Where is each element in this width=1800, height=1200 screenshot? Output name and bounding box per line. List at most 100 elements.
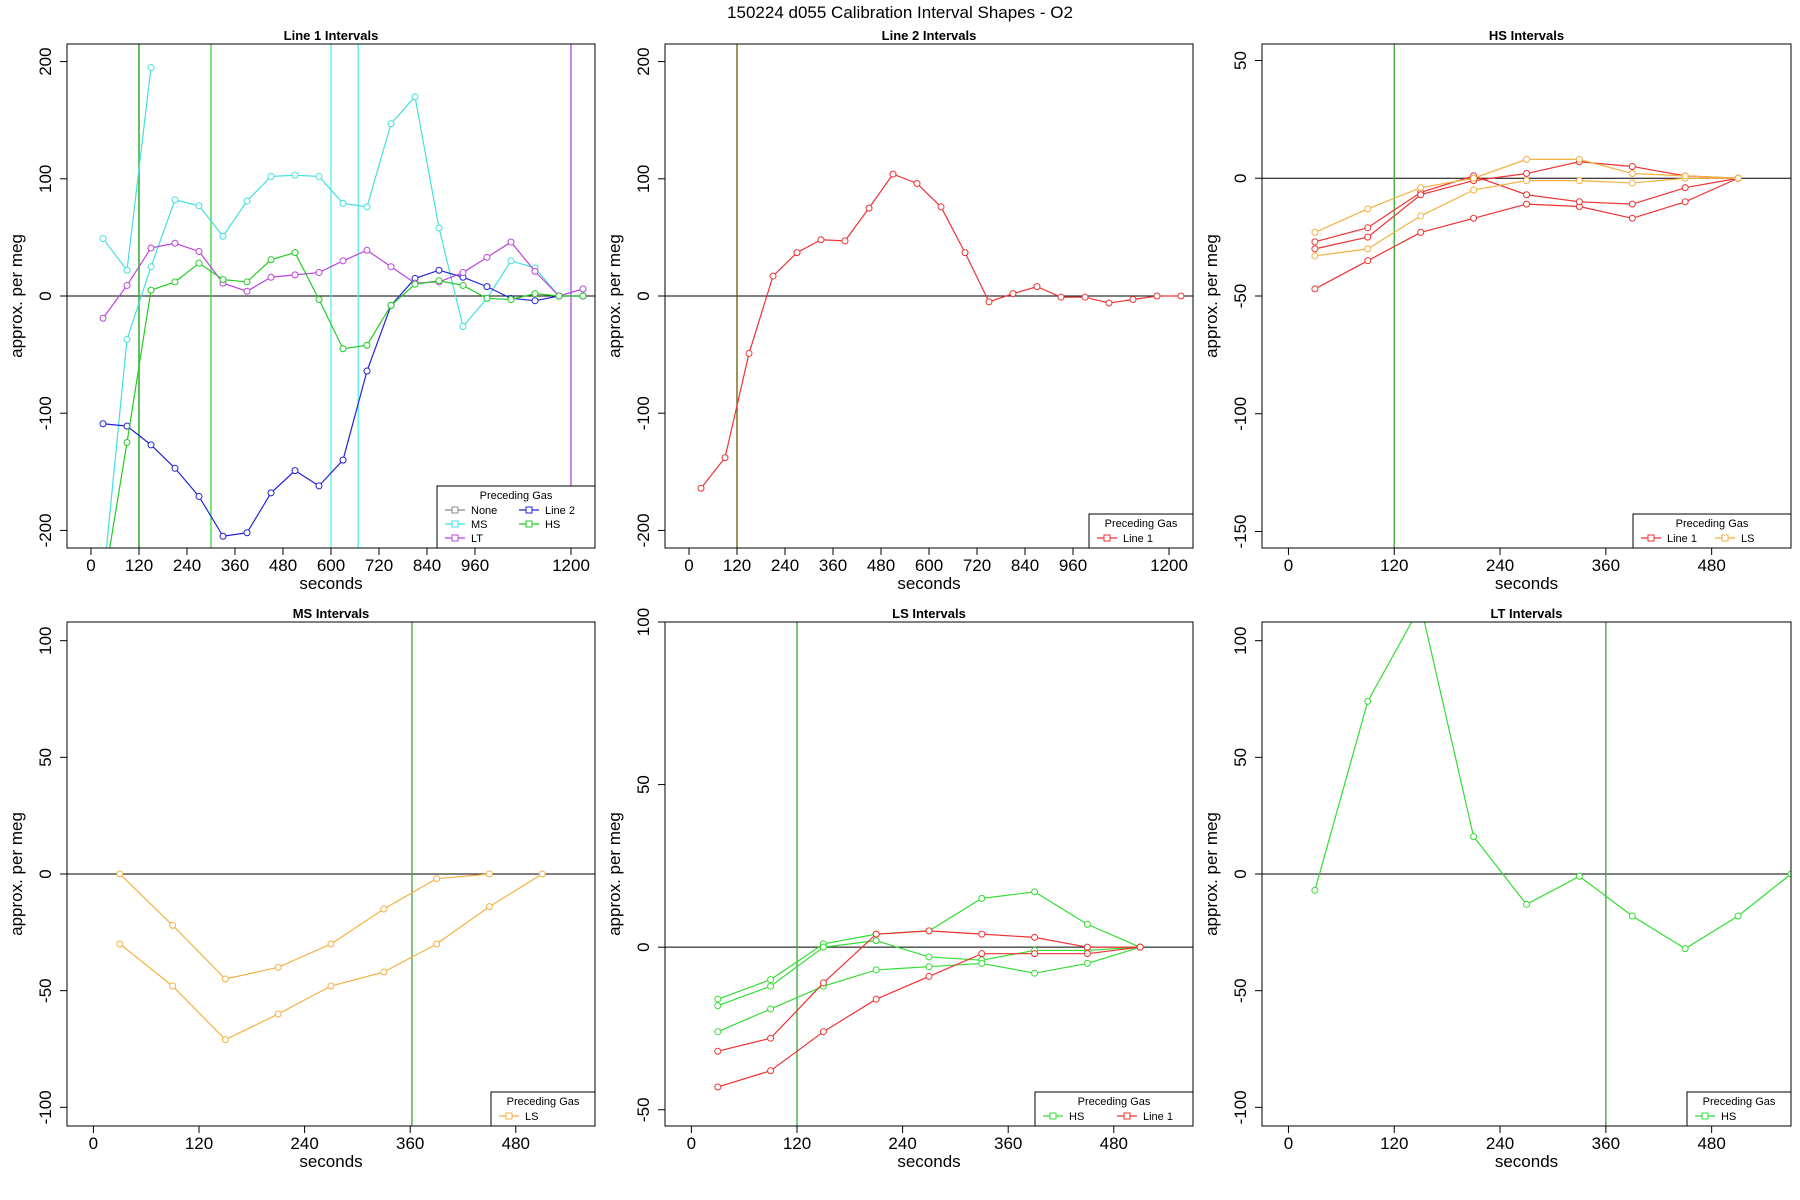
plot-area: [67, 44, 595, 592]
plot-frame: [1261, 621, 1792, 1127]
y-axis-label: approx. per meg: [605, 234, 624, 358]
x-axis-label: seconds: [299, 574, 362, 593]
data-point: [872, 937, 880, 945]
data-point: [1523, 177, 1530, 185]
data-point: [1523, 155, 1530, 163]
chart-panel-6: LT Intervals 0 120 240 360 480 -100 -50 0 50 100 se…: [1202, 606, 1792, 1171]
data-point: [1628, 214, 1636, 222]
data-point: [291, 171, 299, 179]
legend-label: Line 1: [1143, 1111, 1173, 1123]
plot-area: [67, 622, 595, 1126]
data-point: [1681, 184, 1689, 192]
data-point: [267, 273, 275, 281]
data-point: [116, 870, 124, 878]
x-tick-label: 480: [269, 556, 297, 575]
x-axis-label: seconds: [897, 574, 960, 593]
panel-title: Line 1 Intervals: [284, 28, 379, 43]
data-point: [100, 586, 106, 592]
x-tick-label: 720: [963, 556, 991, 575]
data-point: [1787, 870, 1791, 878]
legend-swatch-marker: [451, 520, 459, 528]
y-tick-label: -200: [634, 513, 653, 547]
y-tick-label: -100: [1231, 397, 1250, 431]
data-point: [1628, 912, 1636, 920]
y-tick-label: 50: [1231, 748, 1250, 767]
data-point: [507, 238, 515, 246]
x-tick-label: 0: [687, 1134, 696, 1153]
y-tick-label: -200: [36, 513, 55, 547]
data-point: [339, 345, 347, 353]
chart-panel-3: HS Intervals 0 120 240 360 480 -150 -100 -50 0 50 s…: [1202, 28, 1792, 593]
x-tick-label: 960: [1059, 556, 1087, 575]
data-point: [579, 292, 587, 300]
data-point: [433, 875, 441, 883]
legend-title: Preceding Gas: [507, 1096, 580, 1108]
data-point: [267, 489, 275, 497]
data-point: [195, 259, 203, 267]
series-line-ls: [119, 873, 490, 980]
data-point: [219, 276, 227, 284]
panel-title: MS Intervals: [293, 606, 370, 621]
y-axis-label: approx. per meg: [605, 812, 624, 936]
series-line-line-1: [700, 173, 1181, 489]
y-axis-label: approx. per meg: [1202, 812, 1221, 936]
data-point: [1364, 233, 1372, 241]
data-point: [925, 953, 933, 961]
x-tick-label: 240: [1486, 556, 1514, 575]
y-tick-label: 100: [36, 626, 55, 654]
data-point: [221, 975, 229, 983]
data-point: [579, 285, 587, 293]
data-point: [985, 298, 993, 306]
legend: Preceding Gas None Line 2 MS HS LT: [436, 485, 596, 549]
data-point: [1311, 886, 1319, 894]
data-point: [100, 580, 106, 586]
y-tick-label: 100: [634, 165, 653, 193]
data-point: [147, 63, 155, 71]
x-axis-label: seconds: [1495, 1152, 1558, 1171]
x-tick-label: 0: [86, 556, 95, 575]
legend-title: Preceding Gas: [480, 490, 553, 502]
data-point: [363, 341, 371, 349]
data-point: [1083, 943, 1091, 951]
plot-area: [1262, 622, 1791, 1126]
data-point: [1417, 212, 1425, 220]
x-tick-label: 120: [1380, 556, 1408, 575]
data-point: [315, 296, 323, 304]
y-tick-label: 50: [634, 775, 653, 794]
data-point: [925, 972, 933, 980]
y-tick-label: -50: [1231, 978, 1250, 1003]
data-point: [267, 256, 275, 264]
x-tick-label: 360: [221, 556, 249, 575]
legend-box: [490, 1091, 596, 1127]
x-tick-label: 240: [888, 1134, 916, 1153]
legend-label: HS: [1721, 1111, 1736, 1123]
data-point: [1364, 245, 1372, 253]
data-point: [291, 249, 299, 257]
data-point: [714, 1028, 722, 1036]
data-point: [147, 244, 155, 252]
x-tick-label: 1200: [1150, 556, 1188, 575]
plot-frame: [66, 621, 596, 1127]
legend-swatch-marker: [505, 1112, 513, 1120]
legend-swatch-marker: [1647, 534, 1655, 542]
x-tick-label: 720: [365, 556, 393, 575]
legend-swatch-marker: [1049, 1112, 1057, 1120]
x-tick-label: 360: [819, 556, 847, 575]
data-point: [327, 982, 335, 990]
data-point: [459, 281, 467, 289]
legend: Preceding Gas HS Line 1: [1034, 1091, 1194, 1127]
data-point: [267, 172, 275, 180]
data-point: [872, 995, 880, 1003]
y-tick-label: -100: [36, 396, 55, 430]
x-tick-label: 360: [1592, 1134, 1620, 1153]
data-point: [1523, 200, 1530, 208]
data-point: [147, 441, 155, 449]
data-point: [171, 464, 179, 472]
data-point: [327, 940, 335, 948]
data-point: [507, 296, 515, 304]
y-tick-label: 100: [1231, 626, 1250, 654]
plot-area: [665, 622, 1193, 1126]
legend-label: Line 2: [545, 505, 575, 517]
data-point: [274, 1010, 282, 1018]
x-tick-label: 480: [1697, 1134, 1725, 1153]
